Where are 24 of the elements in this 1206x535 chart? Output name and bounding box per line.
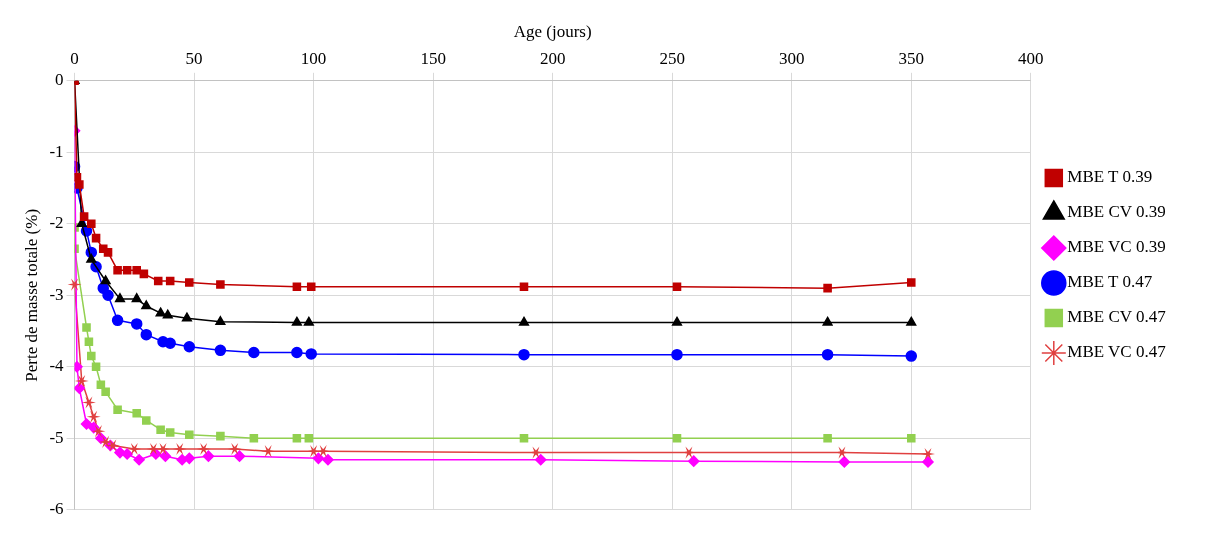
x-tick-label: 150 <box>420 49 446 69</box>
x-tick-label: 100 <box>300 49 327 69</box>
y-tick-label: -4 <box>49 356 65 376</box>
y-tick-label: -5 <box>49 427 64 447</box>
x-tick-label: 300 <box>778 49 805 69</box>
y-tick-label: -2 <box>49 213 64 233</box>
y-tick-label: 0 <box>55 70 64 90</box>
legend-label: MBE VC 0.39 <box>1067 237 1166 257</box>
y-tick-label: -3 <box>49 284 64 304</box>
x-tick-label: 200 <box>539 49 566 69</box>
legend-label: MBE CV 0.39 <box>1067 202 1166 222</box>
y-tick-label: -6 <box>49 499 64 519</box>
x-tick-label: 250 <box>659 49 685 69</box>
x-tick-label: 50 <box>185 49 203 69</box>
legend-label: MBE T 0.39 <box>1067 167 1153 187</box>
x-tick-label: 0 <box>70 49 79 69</box>
legend-label: MBE T 0.47 <box>1067 272 1153 292</box>
y-tick-label: -1 <box>49 141 64 161</box>
x-tick-label: 350 <box>898 49 925 69</box>
legend-label: MBE VC 0.47 <box>1067 342 1167 362</box>
x-axis-title: Age (jours) <box>513 21 592 41</box>
legend-label: MBE CV 0.47 <box>1067 307 1167 327</box>
y-axis-title: Perte de masse totale (%) <box>21 208 41 382</box>
x-tick-label: 400 <box>1018 49 1044 69</box>
